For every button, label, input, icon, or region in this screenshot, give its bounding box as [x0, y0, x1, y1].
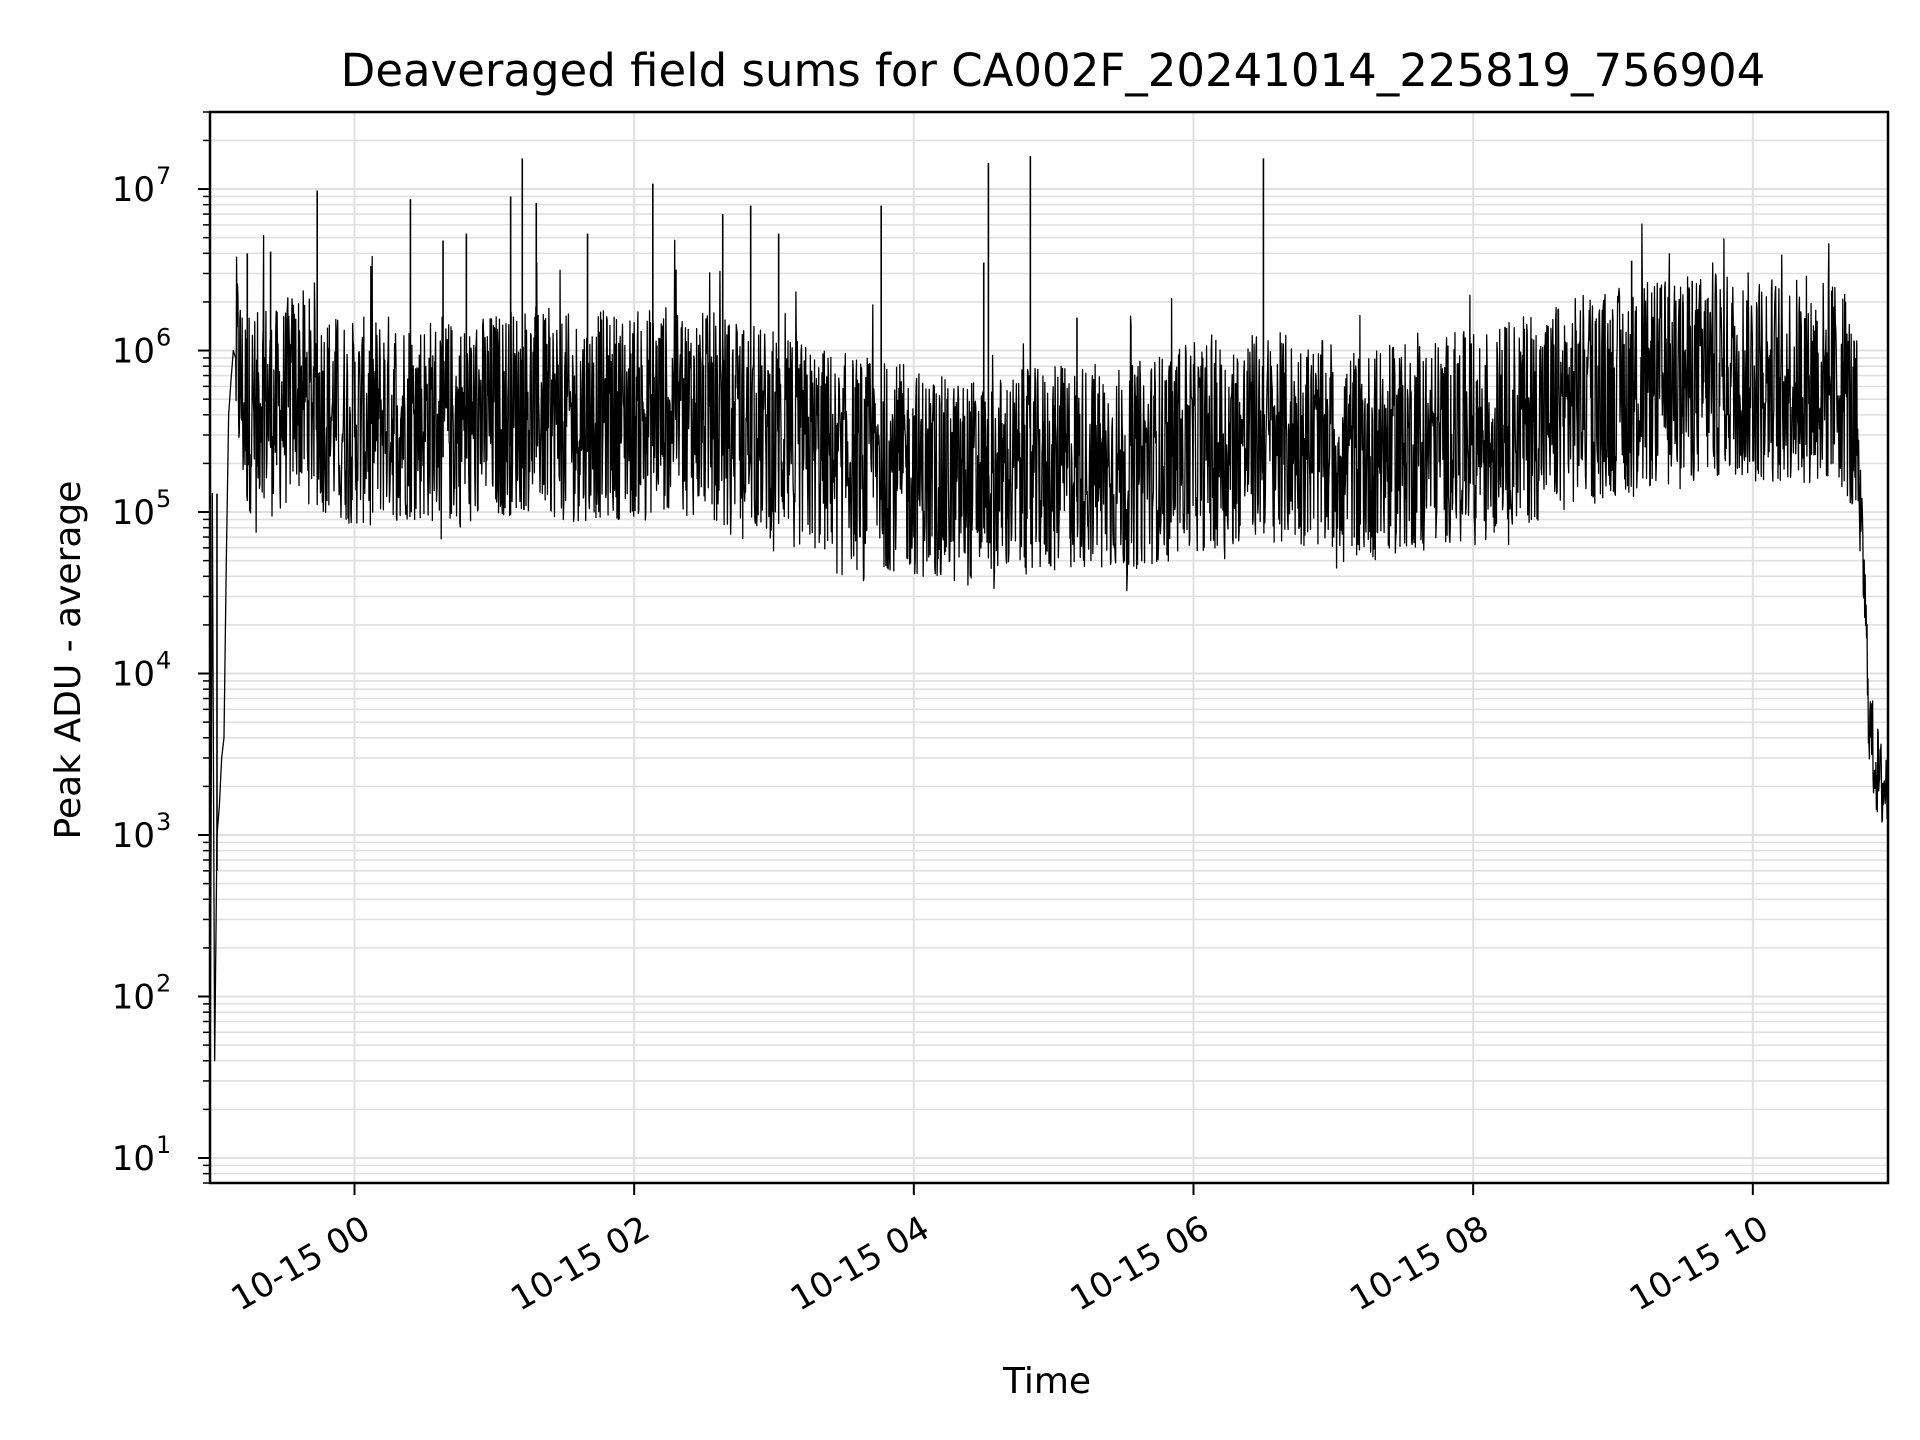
y-tick-label-exponent: 1 — [156, 1131, 171, 1159]
y-tick-label: 10 — [112, 170, 155, 210]
y-tick-label-exponent: 6 — [156, 324, 171, 352]
y-tick-label: 10 — [112, 493, 155, 533]
series-line — [209, 223, 1889, 1130]
y-tick-label: 10 — [112, 1139, 155, 1179]
x-axis-title: Time — [1002, 1361, 1091, 1402]
y-tick-label: 10 — [112, 816, 155, 856]
y-tick-label-exponent: 2 — [156, 969, 171, 997]
y-tick-label-exponent: 4 — [156, 647, 171, 675]
plot-frame — [208, 110, 1890, 1185]
y-tick-label: 10 — [112, 332, 155, 372]
y-tick-label-exponent: 7 — [156, 162, 171, 190]
y-tick-label-exponent: 3 — [156, 808, 171, 836]
y-tick-label: 10 — [112, 977, 155, 1017]
plot-area — [209, 156, 1889, 1130]
y-tick-label: 10 — [112, 655, 155, 695]
y-tick-label-exponent: 5 — [156, 485, 171, 513]
y-axis-title: Peak ADU - average — [48, 481, 89, 840]
chart-title: Deaveraged field sums for CA002F_2024101… — [341, 44, 1766, 97]
